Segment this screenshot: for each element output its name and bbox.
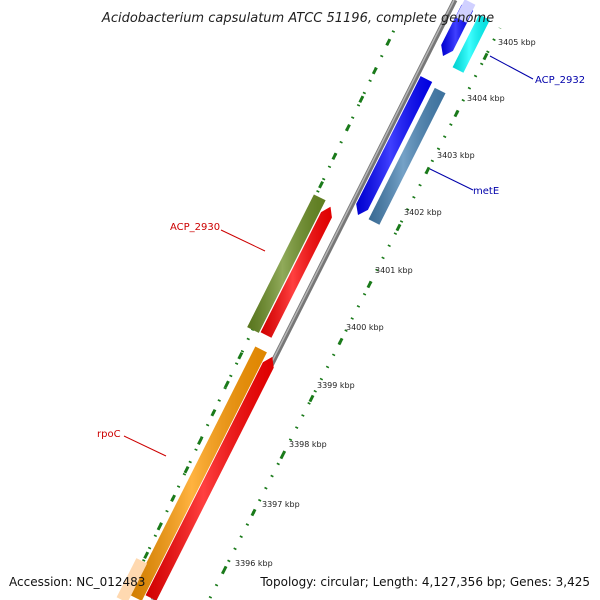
gene-pale-orange[interactable] [116,558,148,600]
major-tick [183,465,190,474]
major-tick [250,508,257,517]
kbp-labels: 3405 kbp 3404 kbp 3403 kbp 3402 kbp 3401… [235,38,536,568]
kbp-label: 3401 kbp [375,266,413,275]
major-tick [279,451,286,460]
major-tick [358,95,365,104]
major-tick [331,152,338,161]
major-tick [482,52,489,61]
leader-acp2932 [489,55,534,80]
major-tick [156,522,163,531]
gene-cds-reverse-1[interactable] [356,76,433,215]
major-tick [223,380,230,389]
major-tick [371,66,378,75]
leader-rpoc [123,435,167,457]
major-tick [197,437,203,446]
label-acp2930: ACP_2930 [170,222,220,233]
gene-pale-blue[interactable] [455,0,476,23]
topology-text: Topology: circular; Length: 4,127,356 bp… [259,575,590,589]
major-tick [318,180,324,189]
major-tick [143,551,150,560]
gene-acp2932[interactable] [452,14,490,73]
kbp-label: 3396 kbp [235,559,273,568]
major-tick [210,408,217,417]
major-tick [385,38,392,47]
kbp-label: 3403 kbp [437,151,475,160]
map-title: Acidobacterium capsulatum ATCC 51196, co… [101,11,494,26]
kbp-label: 3400 kbp [346,323,384,332]
inner-major-ticks [221,52,489,574]
kbp-label: 3405 kbp [498,38,536,47]
major-tick [453,109,460,118]
kbp-label: 3399 kbp [317,381,355,390]
gene-cds-forward-1[interactable] [145,356,274,600]
kbp-label: 3404 kbp [467,94,505,103]
major-tick [366,280,373,289]
gene-cds-forward-2[interactable] [260,206,332,338]
major-tick [337,337,344,346]
label-acp2932: ACP_2932 [535,75,585,86]
major-tick [345,123,351,132]
leader-acp2930 [220,229,266,252]
kbp-label: 3402 kbp [404,208,442,217]
accession-text: Accession: NC_012483 [9,575,145,589]
major-tick [308,394,315,403]
major-tick [424,166,431,175]
leader-mete [429,168,474,191]
major-tick [221,565,228,574]
major-tick [395,223,402,232]
kbp-label: 3398 kbp [289,440,327,449]
major-tick [170,494,176,503]
kbp-label: 3397 kbp [262,500,300,509]
major-tick [237,351,244,360]
label-mete: metE [473,186,499,197]
gene-mete[interactable] [368,87,446,225]
gene-rpoc[interactable] [130,346,267,600]
label-rpoc: rpoC [97,429,121,440]
gene-acp2930[interactable] [247,194,326,333]
